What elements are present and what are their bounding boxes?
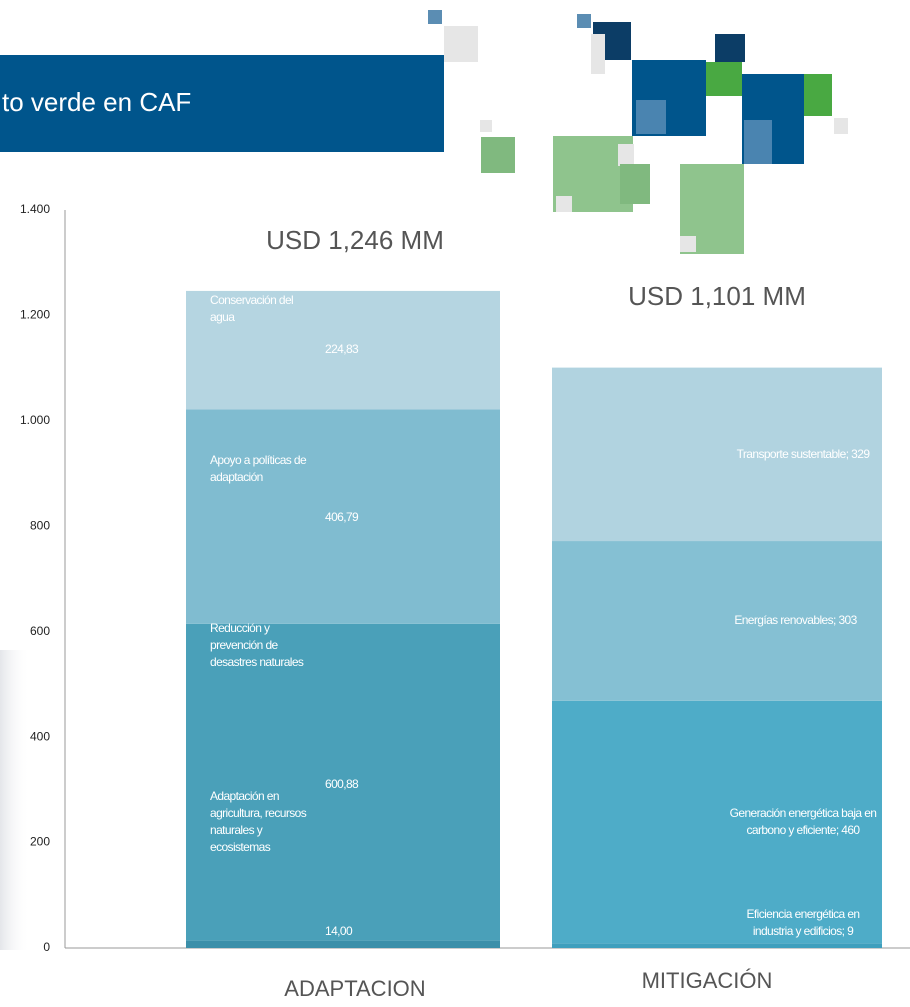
y-tick-label: 0 — [43, 940, 50, 954]
segment-value: 406,79 — [325, 510, 359, 524]
segment-label: Generación energética baja en carbono y … — [729, 806, 877, 837]
segment-label: Transporte sustentable; 329 — [736, 446, 870, 461]
segment-name: Adaptación en agricultura, recursos natu… — [210, 789, 307, 854]
segment-label: Energías renovables; 303 — [734, 613, 857, 628]
bar-segment — [552, 367, 882, 542]
y-tick-label: 800 — [30, 518, 50, 532]
title-banner — [0, 55, 444, 152]
shade — [0, 650, 30, 950]
y-tick-label: 600 — [30, 624, 50, 638]
total-label: USD 1,101 MM — [628, 281, 806, 311]
segment-name: Apoyo a políticas de adaptación — [210, 453, 307, 484]
bar-segment — [552, 700, 882, 944]
total-label: USD 1,246 MM — [266, 225, 444, 255]
segment-value: 224,83 — [325, 342, 359, 356]
bar-segment — [186, 940, 500, 948]
segment-name: Reducción y prevención de desastres natu… — [210, 621, 304, 669]
bar-segment — [552, 943, 882, 948]
y-tick-label: 200 — [30, 835, 50, 849]
bar-segment — [186, 409, 500, 624]
title: to verde en CAF — [2, 87, 191, 117]
bar-segment — [552, 541, 882, 701]
category-label: MITIGACIÓN — [642, 968, 773, 993]
decoration — [428, 10, 848, 254]
segment-label: Eficiencia energética en industria y edi… — [746, 907, 860, 938]
segment-value: 600,88 — [325, 777, 359, 791]
bar-segment — [186, 623, 500, 941]
segment-value: 14,00 — [325, 924, 353, 938]
y-tick-label: 400 — [30, 729, 50, 743]
bar-segment — [186, 290, 500, 410]
category-label: ADAPTACION — [284, 976, 425, 1001]
y-tick-label: 1.000 — [20, 413, 50, 427]
segment-name: Conservación del agua — [210, 293, 294, 324]
y-tick-label: 1.200 — [20, 308, 50, 322]
y-tick-label: 1.400 — [20, 202, 50, 216]
